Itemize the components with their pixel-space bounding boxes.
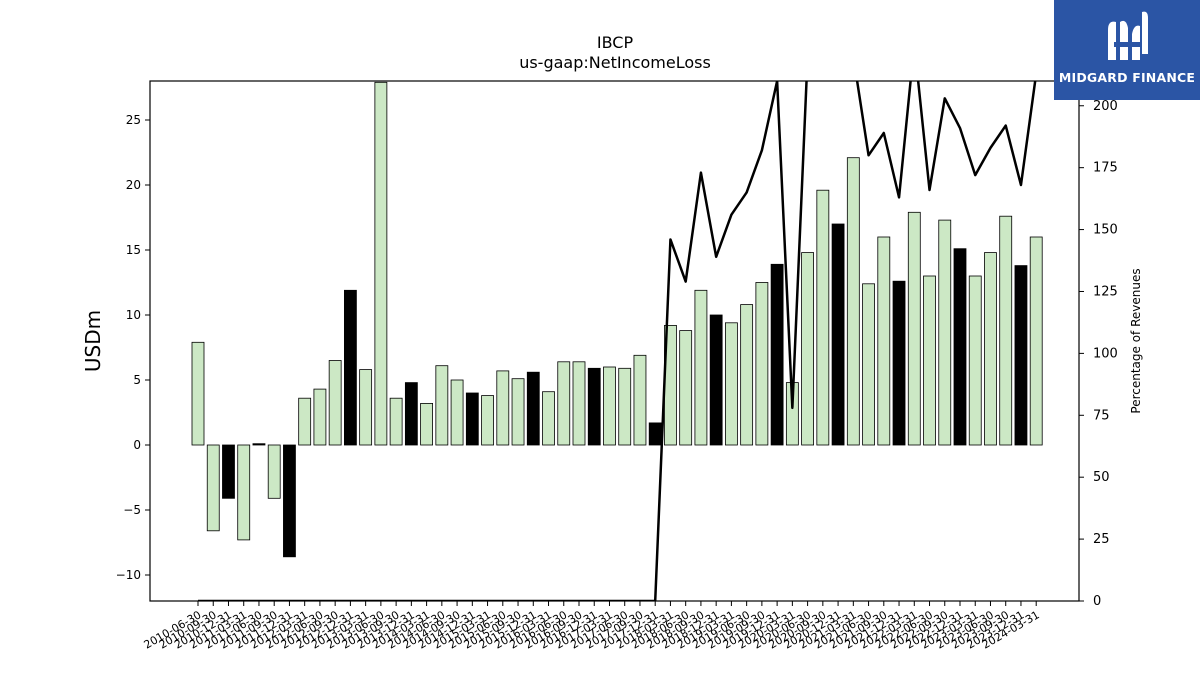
bar bbox=[725, 322, 738, 446]
bar bbox=[740, 304, 754, 446]
bar bbox=[816, 189, 830, 446]
bar bbox=[298, 397, 312, 446]
bar bbox=[191, 341, 205, 446]
y-tick-label: 5 bbox=[133, 373, 141, 387]
y-tick-label: −5 bbox=[123, 503, 141, 517]
y-tick-label: −10 bbox=[116, 568, 141, 582]
y-right-tick-label: 0 bbox=[1093, 594, 1101, 609]
chart-title: IBCP bbox=[597, 33, 634, 52]
y-right-tick-label: 100 bbox=[1093, 346, 1118, 361]
bar bbox=[709, 314, 723, 446]
bar bbox=[359, 369, 373, 446]
bar bbox=[404, 382, 418, 446]
bar bbox=[481, 395, 494, 446]
y-tick-label: 25 bbox=[126, 113, 141, 127]
bar bbox=[465, 392, 479, 446]
bar bbox=[877, 236, 891, 446]
y-right-tick-label: 175 bbox=[1093, 161, 1118, 176]
bar-series bbox=[191, 81, 1043, 558]
bar bbox=[846, 157, 860, 446]
y-tick-label: 10 bbox=[126, 308, 141, 322]
bar bbox=[526, 371, 540, 446]
bar bbox=[831, 223, 845, 446]
bar bbox=[648, 422, 662, 446]
y-axis-right-label: Percentage of Revenues bbox=[1129, 268, 1143, 413]
bar bbox=[435, 365, 449, 446]
y-right-tick-label: 25 bbox=[1093, 532, 1110, 547]
bar bbox=[1014, 265, 1028, 446]
bar bbox=[938, 219, 952, 446]
logo-text: MIDGARD FINANCE bbox=[1058, 70, 1196, 85]
chart-subtitle: us-gaap:NetIncomeLoss bbox=[519, 53, 711, 72]
bar bbox=[572, 361, 586, 446]
line-series bbox=[198, 81, 1037, 601]
bar bbox=[968, 275, 982, 446]
bar bbox=[694, 289, 708, 446]
bar bbox=[1029, 236, 1043, 446]
bar bbox=[222, 444, 235, 499]
bar bbox=[984, 252, 997, 446]
bar bbox=[953, 248, 967, 446]
y-right-tick-label: 125 bbox=[1093, 284, 1118, 299]
bar bbox=[603, 366, 616, 446]
y-tick-label: 15 bbox=[126, 243, 141, 257]
bar bbox=[999, 215, 1013, 446]
bar bbox=[801, 252, 814, 446]
y-axis-left: −10 −5 0 5 10 15 20 25 bbox=[116, 113, 150, 582]
bar bbox=[313, 388, 327, 446]
y-right-tick-label: 150 bbox=[1093, 223, 1118, 238]
bar bbox=[374, 81, 388, 446]
bar bbox=[496, 370, 510, 446]
y-axis-label: USDm bbox=[81, 310, 105, 372]
bar bbox=[450, 379, 464, 446]
y-right-tick-label: 75 bbox=[1093, 408, 1110, 423]
bar bbox=[511, 378, 525, 446]
bar bbox=[206, 444, 220, 532]
bar bbox=[267, 444, 281, 499]
bar bbox=[389, 397, 403, 446]
y-axis-right: 0 25 50 75 100 125 150 175 200 bbox=[1079, 99, 1118, 609]
y-tick-label: 0 bbox=[133, 438, 141, 452]
bar bbox=[252, 443, 266, 446]
bar bbox=[618, 367, 632, 446]
plot-frame bbox=[149, 80, 1080, 602]
bar bbox=[343, 289, 357, 446]
bar bbox=[420, 402, 434, 446]
y-right-tick-label: 50 bbox=[1093, 470, 1110, 485]
bar bbox=[587, 367, 601, 446]
bar bbox=[907, 211, 921, 446]
x-axis: 2010-06-302010-09-302010-12-312011-03-31… bbox=[142, 601, 1042, 652]
percentage-line bbox=[198, 81, 1037, 601]
bar bbox=[542, 391, 555, 446]
midgard-logo-icon bbox=[1108, 11, 1148, 60]
bar bbox=[328, 360, 342, 446]
bar bbox=[283, 444, 296, 558]
y-tick-label: 20 bbox=[126, 178, 141, 192]
y-right-tick-label: 200 bbox=[1093, 99, 1118, 114]
midgard-finance-logo: MIDGARD FINANCE bbox=[1054, 0, 1200, 100]
bar bbox=[633, 354, 647, 446]
bar bbox=[557, 361, 571, 446]
bar bbox=[770, 263, 784, 446]
bar bbox=[923, 275, 936, 446]
bar bbox=[892, 280, 906, 446]
bar bbox=[862, 283, 875, 446]
bar bbox=[755, 282, 769, 446]
bar bbox=[679, 330, 693, 446]
bar bbox=[237, 444, 251, 541]
